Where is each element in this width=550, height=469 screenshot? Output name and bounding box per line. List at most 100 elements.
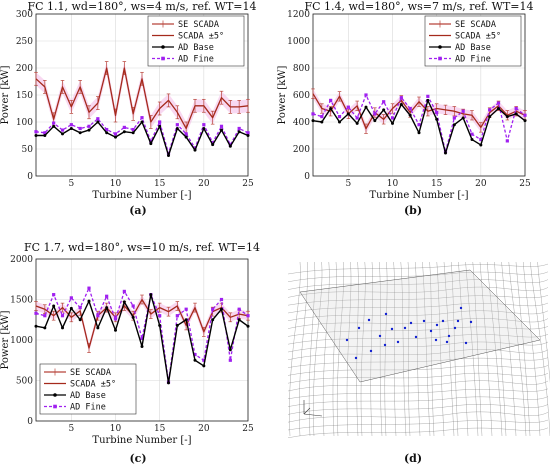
ad-fine-point <box>496 101 501 105</box>
y-tick-label: 250 <box>16 37 33 47</box>
ad-fine-point <box>52 121 56 125</box>
ad-fine-point <box>96 117 100 121</box>
x-tick-label: 25 <box>519 179 531 189</box>
ad-fine-point <box>479 137 483 142</box>
ad-fine-point <box>131 127 135 132</box>
turbine-dot <box>459 306 463 310</box>
ad-base-point <box>96 326 100 330</box>
mesh-sheet <box>299 269 541 383</box>
legend-label: SE SCADA <box>70 368 111 378</box>
x-tick-label: 20 <box>475 179 487 189</box>
ad-base-point <box>114 328 117 332</box>
ad-fine-point <box>158 120 162 124</box>
ad-base-point <box>211 318 215 322</box>
mesh-line <box>494 261 507 437</box>
mesh-line <box>451 261 459 437</box>
x-tick-label: 10 <box>110 424 122 434</box>
turbine-dot <box>445 340 449 344</box>
y-tick-label: 0 <box>304 172 310 182</box>
ad-base-point <box>105 306 109 310</box>
turbine-dot <box>390 327 394 331</box>
x-axis-label: Turbine Number [-] <box>369 190 468 201</box>
ad-base-point <box>149 142 153 146</box>
ad-base-point <box>426 98 430 102</box>
scada-line <box>35 67 249 130</box>
ad-base-point <box>52 304 56 308</box>
ad-base-point <box>167 381 170 385</box>
ad-fine-point <box>60 128 65 132</box>
y-tick-label: 1200 <box>287 10 310 20</box>
ad-base-point <box>158 124 162 128</box>
mesh-line <box>530 261 550 437</box>
legend-swatch-marker <box>53 404 57 409</box>
mesh-line <box>287 286 549 298</box>
ad-base-point <box>444 151 447 155</box>
legend-label: SCADA ±5° <box>70 380 116 390</box>
ad-base-point <box>246 134 250 137</box>
mesh-line <box>407 261 411 437</box>
x-tick-label: 25 <box>242 179 254 189</box>
turbine-dot <box>403 326 407 330</box>
turbine-dots <box>345 306 473 360</box>
panel-label-b: (b) <box>404 204 422 217</box>
ad-fine-point <box>34 130 38 134</box>
ad-fine-point <box>202 123 206 127</box>
y-tick-label: 500 <box>16 377 33 387</box>
ad-fine-point <box>237 307 241 311</box>
mesh-line <box>360 261 366 437</box>
mesh-line <box>287 341 549 353</box>
ad-fine-point <box>193 352 197 357</box>
legend-swatch-marker <box>53 393 57 397</box>
ad-fine-point <box>355 116 359 120</box>
chart-title: FC 1.1, wd=180°, ws=4 m/s, ref. WT=14 <box>27 0 256 13</box>
ad-base-point <box>373 119 377 123</box>
turbine-dot <box>447 334 451 338</box>
ad-fine-point <box>122 289 126 293</box>
y-tick-label: 800 <box>293 64 310 74</box>
ad-base-point <box>329 107 333 110</box>
turbine-dot <box>453 326 457 330</box>
turbine-dot <box>429 329 433 333</box>
ad-fine-point <box>158 314 162 318</box>
mesh-line <box>287 419 549 431</box>
y-tick-label: 400 <box>293 118 310 128</box>
ad-base-point <box>78 318 82 322</box>
ad-fine-point <box>364 93 368 97</box>
turbine-dot <box>354 356 358 360</box>
turbine-dot <box>435 323 439 327</box>
panel-label-c: (c) <box>129 452 146 465</box>
ad-base-point <box>237 130 241 134</box>
ad-base-line <box>36 121 249 157</box>
ad-fine-point <box>96 314 100 318</box>
ad-base-point <box>417 131 421 135</box>
ad-base-point <box>43 134 47 137</box>
turbine-dot <box>422 319 426 323</box>
ad-fine-point <box>184 307 188 311</box>
ad-fine-point <box>149 139 153 144</box>
ad-base-point <box>470 138 474 142</box>
mesh-line <box>379 261 383 437</box>
mesh-line <box>322 261 330 437</box>
legend-label: SCADA ±5° <box>455 32 501 42</box>
axis-triad-icon <box>303 400 323 417</box>
chart-legend: SE SCADA SCADA ±5°AD Base AD Fine <box>39 363 137 415</box>
turbine-dot <box>464 341 468 345</box>
mesh-line <box>287 427 549 438</box>
panel-label-d: (d) <box>404 452 422 465</box>
mesh-line <box>458 261 469 437</box>
ad-fine-point <box>373 112 377 116</box>
ad-base-point <box>338 120 341 124</box>
ad-base-point <box>193 148 197 152</box>
mesh-line <box>287 365 549 376</box>
ad-base-point <box>140 344 144 348</box>
mesh-line <box>308 261 316 437</box>
mesh-line <box>287 295 549 306</box>
ad-base-point <box>514 112 518 116</box>
turbine-dot <box>384 312 388 316</box>
ad-base-point <box>158 323 162 327</box>
ad-fine-point <box>470 132 474 136</box>
y-tick-label: 1500 <box>10 296 33 306</box>
x-tick-label: 15 <box>154 179 166 189</box>
mesh-line <box>287 357 549 368</box>
mesh-line <box>515 261 531 437</box>
